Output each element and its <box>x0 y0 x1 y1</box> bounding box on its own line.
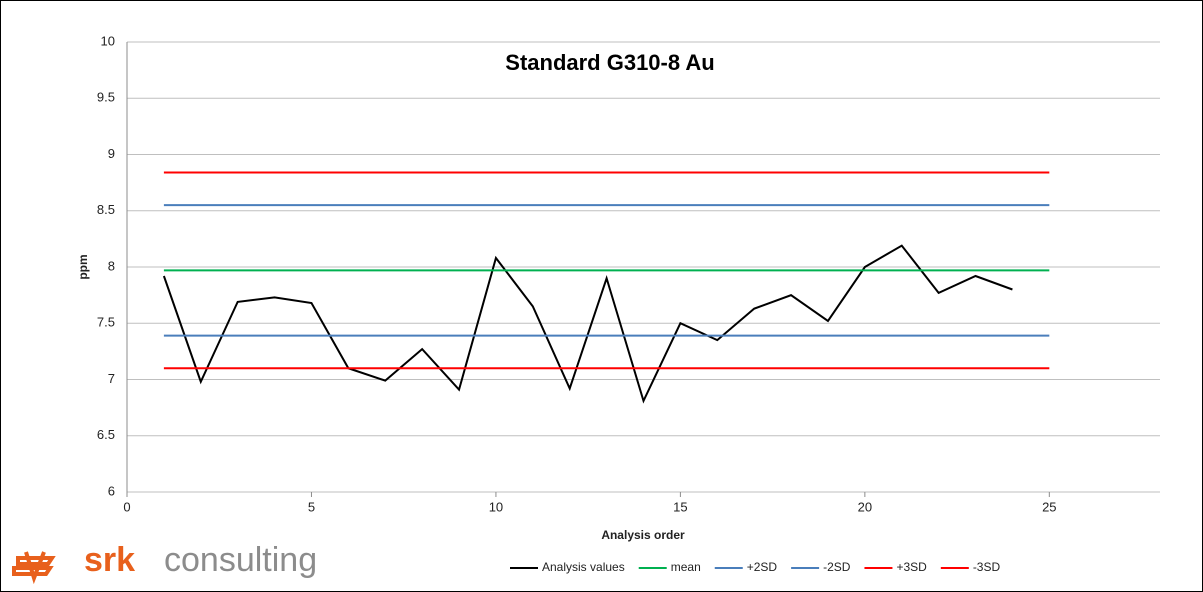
x-tick-label: 10 <box>489 499 503 514</box>
y-tick-label: 9 <box>108 146 115 161</box>
x-tick-label: 5 <box>308 499 315 514</box>
legend-label: -2SD <box>823 560 851 574</box>
series-line <box>162 244 1013 404</box>
legend-label: -3SD <box>973 560 1001 574</box>
y-tick-label: 8 <box>108 258 115 273</box>
y-tick-label: 7 <box>108 371 115 386</box>
logo: srk consulting <box>12 541 317 585</box>
logo-text: consulting <box>164 541 317 579</box>
legend-label: Analysis values <box>542 560 625 574</box>
y-tick-label: 8.5 <box>97 202 115 217</box>
y-tick-label: 7.5 <box>97 315 115 330</box>
x-tick-label: 20 <box>858 499 872 514</box>
logo-bold: srk <box>84 541 135 579</box>
y-tick-label: 6.5 <box>97 427 115 442</box>
chart-title: Standard G310-8 Au <box>505 50 714 75</box>
legend-label: mean <box>671 560 701 574</box>
y-tick-label: 6 <box>108 483 115 498</box>
legend-label: +3SD <box>896 560 927 574</box>
x-tick-label: 25 <box>1042 499 1056 514</box>
x-tick-label: 15 <box>673 499 687 514</box>
y-axis-label: ppm <box>76 254 90 279</box>
x-axis-label: Analysis order <box>601 528 685 542</box>
legend-label: +2SD <box>747 560 778 574</box>
y-tick-label: 10 <box>101 33 115 48</box>
x-tick-label: 0 <box>123 499 130 514</box>
y-tick-label: 9.5 <box>97 90 115 105</box>
